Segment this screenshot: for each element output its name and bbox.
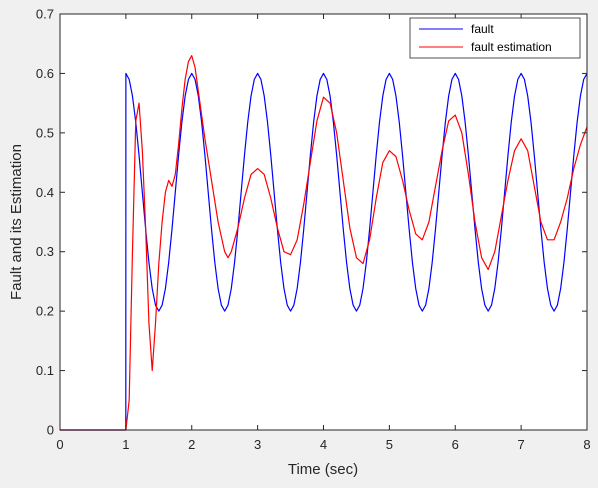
x-tick-label: 5: [386, 437, 393, 452]
x-tick-label: 0: [56, 437, 63, 452]
x-tick-label: 6: [452, 437, 459, 452]
x-axis-ticks: 0 1 2 3 4 5 6 7 8: [56, 14, 591, 452]
x-tick-label: 1: [122, 437, 129, 452]
legend: fault fault estimation: [409, 17, 581, 59]
series-layer: [60, 54, 588, 431]
y-tick-label: 0.4: [36, 185, 54, 200]
x-tick-label: 4: [320, 437, 327, 452]
y-tick-label: 0.3: [36, 244, 54, 259]
y-tick-label: 0: [47, 423, 54, 438]
y-tick-label: 0.2: [36, 304, 54, 319]
legend-box: [409, 17, 581, 59]
y-tick-label: 0.6: [36, 66, 54, 81]
y-tick-label: 0.5: [36, 125, 54, 140]
x-tick-label: 3: [254, 437, 261, 452]
y-tick-label: 0.1: [36, 363, 54, 378]
y-axis-label: Fault and its Estimation: [8, 144, 25, 300]
x-axis-label: Time (sec): [288, 461, 358, 478]
legend-label-fault: fault: [471, 22, 494, 36]
series-line-fault-estimation: [60, 54, 588, 431]
legend-label-fault-estimation: fault estimation: [471, 40, 552, 54]
series-line-fault: [60, 72, 588, 431]
x-tick-label: 8: [583, 437, 590, 452]
x-tick-label: 2: [188, 437, 195, 452]
x-tick-label: 7: [518, 437, 525, 452]
plot-area: [60, 14, 587, 430]
y-tick-label: 0.7: [36, 7, 54, 22]
y-axis-ticks: 0 0.1 0.2 0.3 0.4 0.5 0.6 0.7: [36, 7, 587, 438]
